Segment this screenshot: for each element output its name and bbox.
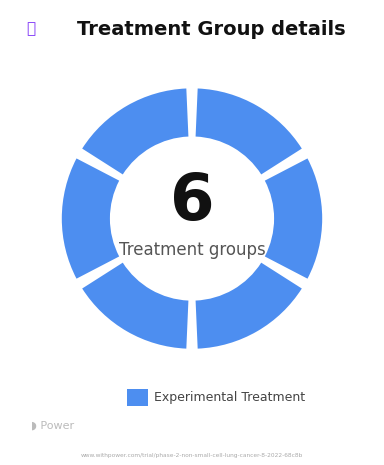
Text: Treatment Group details: Treatment Group details — [77, 20, 346, 39]
Text: Treatment groups: Treatment groups — [119, 241, 265, 259]
Wedge shape — [195, 263, 302, 349]
Text: www.withpower.com/trial/phase-2-non-small-cell-lung-cancer-8-2022-68c8b: www.withpower.com/trial/phase-2-non-smal… — [81, 453, 303, 458]
Text: 6: 6 — [170, 171, 214, 232]
Text: ◗ Power: ◗ Power — [31, 420, 74, 431]
Wedge shape — [265, 159, 322, 279]
Text: Experimental Treatment: Experimental Treatment — [154, 391, 305, 404]
Wedge shape — [195, 88, 302, 174]
Wedge shape — [82, 263, 189, 349]
Text: 👥: 👥 — [26, 21, 35, 36]
Wedge shape — [82, 88, 189, 174]
Wedge shape — [62, 159, 119, 279]
